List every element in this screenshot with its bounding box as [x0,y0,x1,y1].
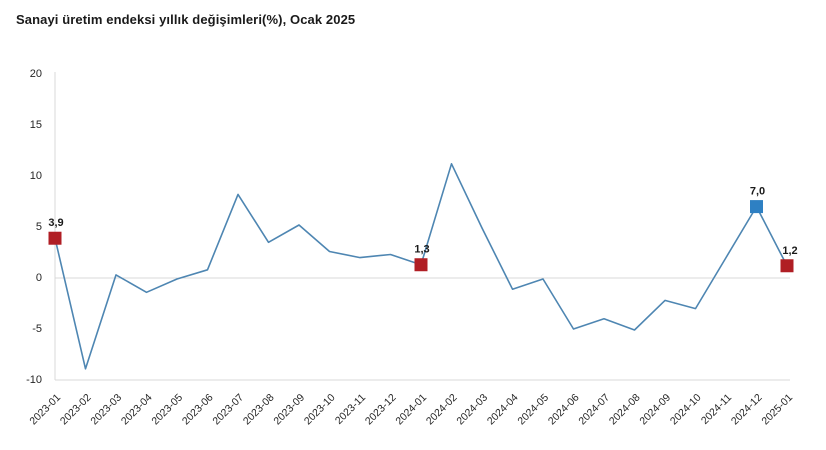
x-tick-label: 2023-12 [363,392,399,428]
x-tick-label: 2024-02 [424,392,460,428]
x-tick-label: 2024-05 [515,392,551,428]
point-marker-2024-12 [750,200,763,214]
x-tick-label: 2023-03 [88,392,124,428]
x-tick-label: 2023-09 [271,392,307,428]
x-tick-label: 2024-07 [576,392,612,428]
x-tick-label: 2023-10 [302,392,338,428]
x-tick-label: 2024-01 [393,392,429,428]
point-label-2025-01: 1,2 [782,245,797,257]
x-tick-label: 2025-01 [759,392,795,428]
x-tick-label: 2024-12 [729,392,765,428]
x-tick-label: 2023-11 [333,392,368,427]
x-tick-label: 2023-05 [149,392,185,428]
x-tick-label: 2024-10 [668,392,704,428]
x-tick-label: 2023-08 [241,392,277,428]
point-label-2024-12: 7,0 [750,186,765,198]
x-tick-label: 2024-06 [546,392,582,428]
y-tick-label: 20 [30,68,42,80]
point-marker-2024-01 [414,258,428,272]
x-tick-label: 2024-09 [637,392,673,428]
point-marker-2025-01 [780,259,794,273]
point-label-2023-01: 3,9 [48,217,63,229]
x-tick-label: 2023-06 [180,392,216,428]
x-tick-label: 2023-02 [58,392,94,428]
y-tick-label: 15 [30,119,42,131]
x-tick-label: 2023-04 [119,392,155,428]
x-tick-label: 2024-11 [699,392,734,427]
point-marker-2023-01 [48,231,62,245]
x-tick-label: 2024-08 [607,392,643,428]
x-tick-label: 2023-01 [27,392,63,428]
x-tick-label: 2024-04 [485,392,521,428]
x-tick-label: 2023-07 [210,392,246,428]
y-tick-label: -5 [32,323,42,335]
chart-title: Sanayi üretim endeksi yıllık değişimleri… [16,12,356,27]
y-tick-label: 10 [30,170,42,182]
y-tick-label: 0 [36,272,42,284]
point-label-2024-01: 1,3 [414,244,429,256]
y-tick-label: 5 [36,221,42,233]
x-tick-label: 2024-03 [454,392,490,428]
y-tick-label: -10 [26,374,42,386]
